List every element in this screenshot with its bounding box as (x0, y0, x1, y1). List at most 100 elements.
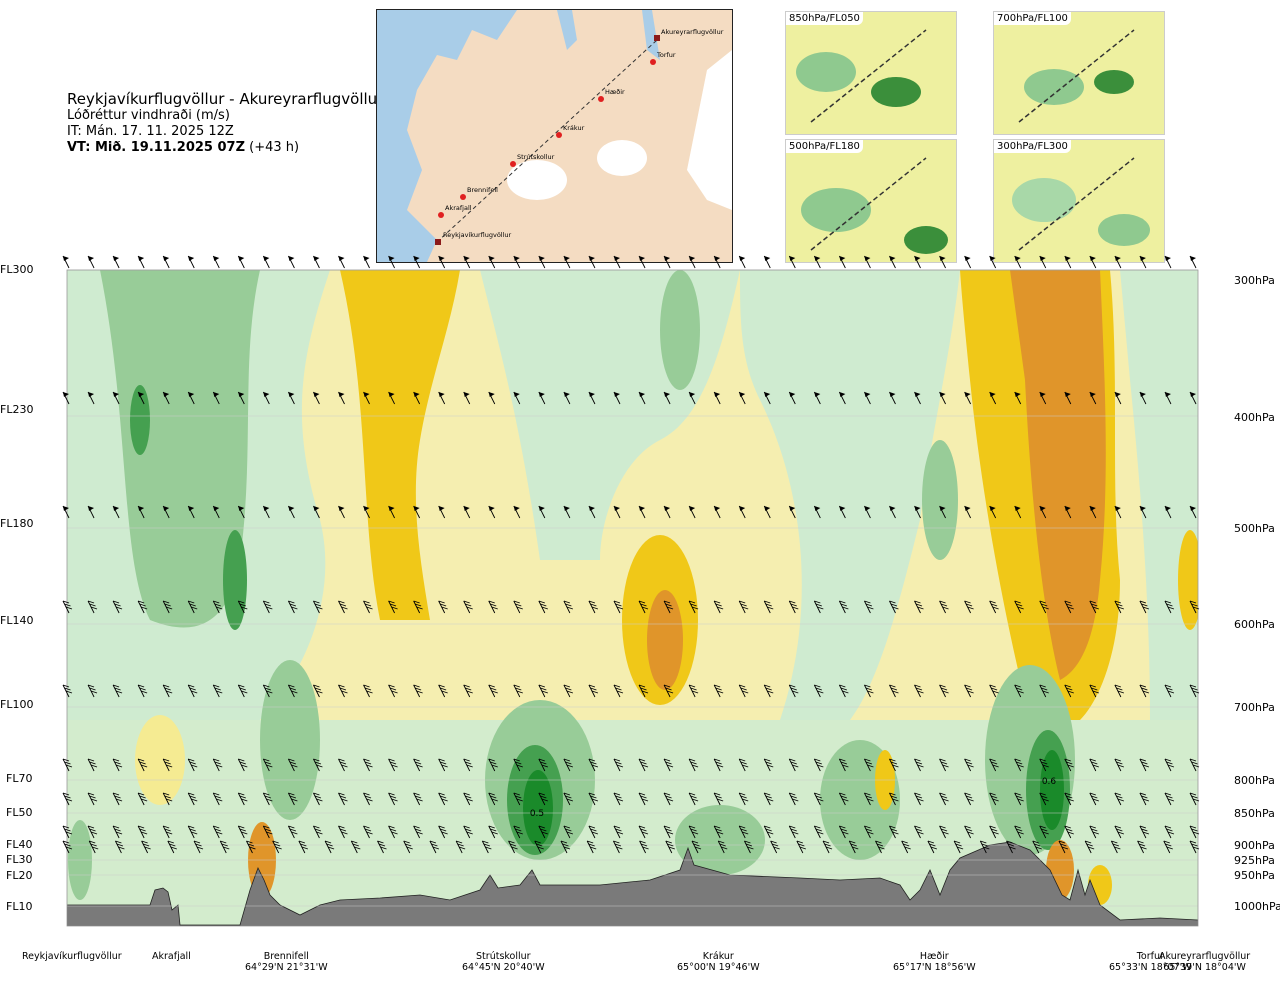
wind-barb-feather (613, 684, 621, 688)
wind-barb-feather (1114, 758, 1122, 762)
wind-barb-feather (914, 600, 921, 604)
wind-barb-feather (388, 825, 395, 829)
wind-barb (388, 505, 395, 519)
wind-barb (788, 684, 799, 698)
wind-barb (588, 391, 596, 405)
wind-barb (813, 758, 824, 772)
wind-barb-feather (930, 846, 938, 850)
wind-barb-flag (839, 392, 846, 397)
wind-barb (137, 758, 148, 772)
wind-barb-feather (90, 843, 97, 847)
wind-barb-flag (113, 506, 120, 511)
wind-barb-feather (842, 831, 849, 835)
wind-barb (788, 600, 799, 614)
wind-barb-feather (114, 828, 121, 832)
wind-barb-feather (839, 825, 846, 829)
fl-label-70: FL70 (6, 772, 33, 785)
wind-barb (1058, 840, 1069, 854)
wind-barb-feather (665, 828, 672, 832)
wind-barb-feather (764, 758, 771, 762)
wind-barb-feather (1032, 840, 1039, 844)
wind-barb-feather (366, 764, 373, 768)
mini-route (1018, 157, 1135, 251)
hpa-label-850: 850hPa (1234, 807, 1275, 820)
wind-barb-flag (538, 256, 545, 261)
wind-barb-feather (790, 828, 797, 832)
wind-barb-feather (272, 840, 279, 844)
wind-barb (187, 255, 195, 269)
wind-barb-feather (1067, 831, 1074, 835)
wind-barb (563, 825, 574, 839)
wind-barb-feather (163, 684, 170, 688)
wind-barb-feather (1066, 687, 1073, 691)
wind-barb-feather (615, 761, 622, 765)
wind-barb-feather (1116, 687, 1123, 691)
wind-barb (262, 758, 273, 772)
wind-barb (788, 255, 796, 269)
wind-barb (1014, 255, 1022, 269)
wind-barb-flag (764, 506, 771, 511)
wind-barb (1014, 600, 1024, 614)
wind-barb-flag (889, 506, 896, 511)
wind-barb-feather (62, 758, 70, 762)
wind-barb-feather (354, 846, 361, 850)
wind-barb (137, 684, 148, 698)
wind-barb-feather (432, 846, 440, 850)
marker-strutskollur (510, 161, 516, 167)
wind-barb-flag (613, 392, 620, 397)
wind-barb-feather (591, 831, 599, 835)
wind-barb-feather (1042, 606, 1049, 610)
wind-barb-feather (90, 690, 98, 694)
wind-barb (1014, 792, 1024, 806)
wind-barb (488, 684, 498, 698)
wind-barb-feather (352, 843, 359, 847)
wind-barb (964, 391, 972, 405)
wind-barb-feather (488, 792, 495, 796)
wind-barb-feather (691, 831, 699, 835)
valid-time-main: VT: Mið. 19.11.2025 07Z (67, 140, 246, 155)
wind-barb (137, 600, 148, 614)
mini-map-500hpa-svg (786, 140, 956, 262)
wind-barb (914, 758, 924, 772)
wind-barb-flag (689, 392, 696, 397)
wind-barb-feather (291, 764, 298, 768)
wind-barb (889, 255, 896, 269)
wind-barb-feather (264, 687, 271, 691)
updraft-peak (523, 770, 553, 846)
wind-barb (187, 600, 198, 614)
wind-barb-feather (1164, 758, 1172, 762)
wind-barb-feather (772, 843, 779, 847)
wind-barb-feather (667, 843, 674, 847)
wind-barb-feather (263, 758, 270, 762)
wind-barb-feather (239, 795, 246, 799)
wind-barb-feather (815, 687, 822, 691)
wind-barb-feather (338, 600, 345, 604)
wind-barb-feather (189, 603, 196, 607)
wind-barb (964, 758, 974, 772)
wind-barb-feather (189, 828, 196, 832)
wind-barb-feather (638, 825, 646, 829)
wind-barb-feather (391, 606, 398, 610)
wind-barb-feather (1066, 761, 1073, 765)
wind-barb-feather (715, 687, 722, 691)
wind-barb-feather (466, 764, 473, 768)
downdraft-core (1010, 270, 1106, 680)
wind-barb-feather (115, 798, 123, 802)
wind-barb (989, 825, 999, 839)
wind-barb-feather (1014, 684, 1021, 688)
wind-barb-feather (364, 795, 372, 799)
wind-barb (87, 792, 98, 806)
wind-barb-feather (1166, 687, 1173, 691)
wind-barb (112, 825, 123, 839)
wind-barb (1064, 684, 1074, 698)
wind-barb-feather (989, 792, 996, 796)
wind-barb (588, 684, 599, 698)
wind-barb-feather (540, 828, 547, 832)
wind-barb-feather (313, 758, 320, 762)
wind-barb (864, 391, 871, 405)
wind-barb (914, 792, 924, 806)
wind-barb-feather (1189, 600, 1197, 604)
wind-barb-feather (274, 843, 281, 847)
wind-barb-feather (640, 843, 648, 847)
wind-barb-feather (864, 825, 871, 829)
